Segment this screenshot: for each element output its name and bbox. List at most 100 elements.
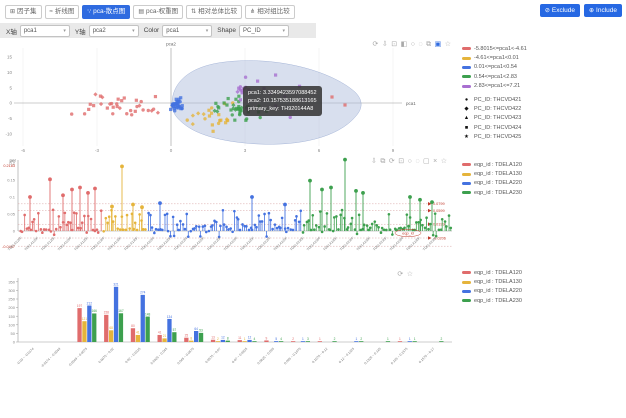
scatter-point[interactable] <box>134 98 138 102</box>
histogram-bar[interactable] <box>412 341 417 342</box>
lollipop-point[interactable] <box>405 213 409 216</box>
histogram-bar[interactable] <box>194 330 199 342</box>
scatter-point[interactable] <box>238 87 242 92</box>
lollipop-point[interactable] <box>368 226 372 230</box>
scatter-point[interactable] <box>217 113 221 117</box>
scatter-point[interactable] <box>129 113 134 117</box>
histogram-bar[interactable] <box>252 341 257 342</box>
lollipop-point[interactable] <box>142 228 145 231</box>
scatter-point[interactable] <box>153 94 158 99</box>
lollipop-point[interactable] <box>301 231 305 234</box>
shape-select[interactable]: PC_ID ▾ <box>239 24 290 37</box>
lollipop-point[interactable] <box>177 228 181 232</box>
exclude-button[interactable]: ⊘ Exclude <box>539 4 580 17</box>
lollipop-peak-point[interactable] <box>28 195 32 199</box>
scatter-point[interactable] <box>229 108 233 112</box>
lollipop-peak-point[interactable] <box>158 201 162 206</box>
scatter-point[interactable] <box>141 108 145 112</box>
scatter-point[interactable] <box>273 73 278 77</box>
lollipop-point[interactable] <box>107 215 111 219</box>
scatter-point[interactable] <box>177 97 181 101</box>
scatter-point[interactable] <box>116 97 120 101</box>
legend-item[interactable]: ▲ PC_ID: THCVD423 <box>462 114 527 123</box>
lollipop-point[interactable] <box>355 232 359 236</box>
lollipop-point[interactable] <box>443 220 447 223</box>
copy-icon[interactable]: ⧉ <box>426 41 432 48</box>
lollipop-point[interactable] <box>204 230 208 234</box>
scatter-point[interactable] <box>256 79 260 83</box>
scatter-point[interactable] <box>173 109 177 113</box>
lollipop-point[interactable] <box>54 227 58 231</box>
lollipop-point[interactable] <box>267 211 271 215</box>
brush-circle-icon[interactable]: ○ <box>407 158 412 165</box>
scatter-point[interactable] <box>226 96 230 101</box>
lollipop-point[interactable] <box>165 212 169 216</box>
scatter-point[interactable] <box>330 95 334 99</box>
legend-item[interactable]: 0.01<=pca1<0.54 <box>462 63 527 72</box>
lollipop-point[interactable] <box>116 227 119 230</box>
scatter-point[interactable] <box>225 103 229 107</box>
lollipop-point[interactable] <box>387 212 391 216</box>
histogram-bar[interactable] <box>172 332 177 342</box>
copy-icon[interactable]: ⧉ <box>380 158 386 165</box>
brush-rect-icon[interactable]: ▢ <box>423 158 430 165</box>
scatter-point[interactable] <box>190 121 195 127</box>
lollipop-point[interactable] <box>163 213 167 217</box>
scatter-point[interactable] <box>120 99 124 103</box>
lollipop-point[interactable] <box>179 219 182 223</box>
lollipop-peak-point[interactable] <box>140 205 144 210</box>
lollipop-peak-point[interactable] <box>61 193 65 198</box>
color-select[interactable]: pca1 ▾ <box>162 24 213 37</box>
scatter-point[interactable] <box>216 104 220 109</box>
lollipop-point[interactable] <box>428 222 432 226</box>
histogram-bar[interactable] <box>157 334 162 342</box>
lollipop-point[interactable] <box>172 234 176 238</box>
tab-1[interactable]: ≈ 折线图 <box>44 5 80 19</box>
lollipop-point[interactable] <box>157 228 160 232</box>
lollipop-point[interactable] <box>41 231 44 235</box>
scatter-point[interactable] <box>69 112 74 116</box>
histogram-bar[interactable] <box>242 341 247 342</box>
lollipop-peak-point[interactable] <box>78 185 82 190</box>
lollipop-point[interactable] <box>415 221 418 224</box>
lollipop-point[interactable] <box>27 226 30 230</box>
lollipop-point[interactable] <box>425 216 428 219</box>
scatter-point[interactable] <box>175 100 179 104</box>
lollipop-point[interactable] <box>44 228 48 231</box>
lollipop-point[interactable] <box>263 212 266 216</box>
scatter-point[interactable] <box>215 109 220 114</box>
legend-item[interactable]: eqp_id : TDELA230 <box>462 296 522 305</box>
scatter-point[interactable] <box>224 121 228 125</box>
scatter-point[interactable] <box>203 117 207 121</box>
histogram-bar[interactable] <box>210 339 216 342</box>
lollipop-point[interactable] <box>169 234 172 238</box>
lollipop-point[interactable] <box>95 228 99 231</box>
lollipop-point[interactable] <box>63 211 67 215</box>
lollipop-point[interactable] <box>80 221 84 224</box>
scatter-point[interactable] <box>201 112 206 117</box>
lollipop-point[interactable] <box>395 228 398 232</box>
lollipop-point[interactable] <box>295 215 298 218</box>
scatter-point[interactable] <box>82 112 87 116</box>
lollipop-point[interactable] <box>125 213 129 217</box>
lollipop-point[interactable] <box>203 224 207 228</box>
scatter-point[interactable] <box>219 118 223 122</box>
scatter-point[interactable] <box>244 117 249 121</box>
lollipop-peak-point[interactable] <box>329 185 333 190</box>
histogram-bar[interactable] <box>407 341 412 342</box>
lollipop-point[interactable] <box>195 224 198 228</box>
legend-item[interactable]: eqp_id : TDELA130 <box>462 169 522 178</box>
legend-item[interactable]: ● PC_ID: THCVD421 <box>462 95 527 104</box>
lollipop-point[interactable] <box>102 230 106 233</box>
scatter-point[interactable] <box>173 105 177 109</box>
lollipop-point[interactable] <box>423 226 427 230</box>
lollipop-point[interactable] <box>433 212 437 215</box>
lollipop-point[interactable] <box>337 228 340 231</box>
legend-item[interactable]: ■ PC_ID: THCVD424 <box>462 123 527 132</box>
lollipop-point[interactable] <box>236 217 240 221</box>
lollipop-point[interactable] <box>219 224 222 228</box>
scatter-point[interactable] <box>122 96 126 100</box>
lollipop-peak-point[interactable] <box>120 164 124 169</box>
scatter-point[interactable] <box>240 91 244 95</box>
lollipop-point[interactable] <box>388 228 392 231</box>
